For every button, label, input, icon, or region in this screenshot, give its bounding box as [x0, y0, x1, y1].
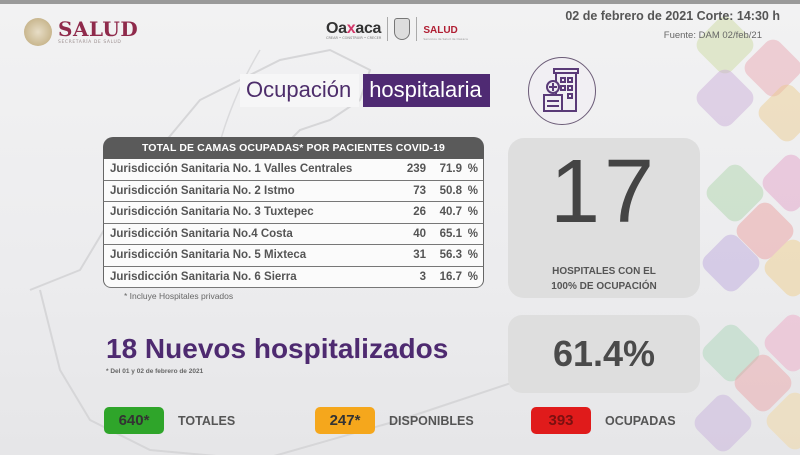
bed-count: 3	[419, 270, 426, 283]
salud-logo: SALUD SECRETARÍA DE SALUD	[24, 18, 138, 46]
page-title: Ocupación hospitalaria	[240, 74, 490, 107]
jurisdiction-name: Jurisdicción Sanitaria No. 6 Sierra	[110, 270, 297, 283]
full-hospitals-label-line1: HOSPITALES CON EL	[552, 266, 656, 277]
table-row: Jurisdicción Sanitaria No. 6 Sierra 3 16…	[103, 266, 484, 288]
partner-salud-word: SALUD	[423, 24, 458, 36]
oaxaca-word-suffix: aca	[355, 20, 382, 37]
oaxaca-word-x: x	[346, 20, 356, 37]
occupied-beds-badge: 393	[531, 407, 591, 434]
occupancy-percent-card: 61.4%	[508, 315, 700, 393]
logo-divider	[416, 17, 418, 41]
partner-salud-subtitle: Servicios de Salud de Oaxaca	[423, 36, 468, 41]
occupied-beds-label: OCUPADAS	[605, 413, 676, 428]
occupancy-percent: 16.7	[439, 270, 462, 283]
table-row: Jurisdicción Sanitaria No. 1 Valles Cent…	[103, 159, 484, 181]
occupancy-table: TOTAL DE CAMAS OCUPADAS* POR PACIENTES C…	[103, 137, 484, 288]
table-header: TOTAL DE CAMAS OCUPADAS* POR PACIENTES C…	[103, 137, 484, 159]
total-beds-badge: 640*	[104, 407, 164, 434]
available-beds-badge: 247*	[315, 407, 375, 434]
table-row: Jurisdicción Sanitaria No.4 Costa 40 65.…	[103, 223, 484, 245]
stat-available: 247* DISPONIBLES	[315, 407, 474, 434]
bed-count: 26	[413, 206, 426, 219]
logo-divider	[387, 17, 389, 41]
occupancy-percent: 71.9	[439, 163, 462, 176]
report-date: 02 de febrero de 2021 Corte: 14:30 h	[565, 9, 780, 23]
data-source: Fuente: DAM 02/feb/21	[663, 30, 762, 41]
top-border	[0, 0, 800, 4]
bed-count: 73	[413, 184, 426, 197]
table-row: Jurisdicción Sanitaria No. 3 Tuxtepec 26…	[103, 202, 484, 224]
bed-count: 31	[413, 249, 426, 262]
table-row: Jurisdicción Sanitaria No. 5 Mixteca 31 …	[103, 245, 484, 267]
oaxaca-tagline: CREAR • CONSTRUIR • CRECER	[326, 36, 382, 40]
percent-symbol: %	[467, 227, 478, 240]
full-hospitals-label-line2: 100% DE OCUPACIÓN	[551, 281, 657, 292]
stat-total: 640* TOTALES	[104, 407, 235, 434]
bed-count: 239	[406, 163, 426, 176]
total-beds-label: TOTALES	[178, 413, 236, 428]
jurisdiction-name: Jurisdicción Sanitaria No. 1 Valles Cent…	[110, 163, 353, 176]
salud-logo-subtitle: SECRETARÍA DE SALUD	[58, 40, 122, 45]
full-hospitals-count: 17	[549, 142, 659, 242]
hospital-building-icon	[528, 57, 596, 125]
available-beds-label: DISPONIBLES	[389, 413, 474, 428]
occupancy-percent: 50.8	[439, 184, 462, 197]
jurisdiction-name: Jurisdicción Sanitaria No.4 Costa	[110, 227, 293, 240]
oaxaca-logo: Oaxaca CREAR • CONSTRUIR • CRECER SALUD …	[326, 17, 468, 41]
decorative-tiles	[690, 12, 800, 455]
jurisdiction-name: Jurisdicción Sanitaria No. 5 Mixteca	[110, 249, 307, 262]
bed-count: 40	[413, 227, 426, 240]
percent-symbol: %	[467, 270, 478, 283]
oaxaca-word: Oaxaca	[326, 20, 381, 37]
national-seal-icon	[24, 18, 52, 46]
percent-symbol: %	[467, 163, 478, 176]
oaxaca-word-prefix: Oa	[326, 20, 347, 37]
full-hospitals-card: 17 HOSPITALES CON EL 100% DE OCUPACIÓN	[508, 138, 700, 298]
percent-symbol: %	[467, 249, 478, 262]
new-hospitalized-note: * Del 01 y 02 de febrero de 2021	[106, 368, 204, 375]
jurisdiction-name: Jurisdicción Sanitaria No. 3 Tuxtepec	[110, 206, 314, 219]
stat-occupied: 393 OCUPADAS	[531, 407, 676, 434]
percent-symbol: %	[467, 206, 478, 219]
table-footnote: * Incluye Hospitales privados	[124, 291, 234, 301]
title-part-2: hospitalaria	[363, 74, 490, 107]
occupancy-percent: 40.7	[439, 206, 462, 219]
new-hospitalized-title: 18 Nuevos hospitalizados	[106, 333, 449, 364]
salud-logo-word: SALUD	[58, 17, 139, 41]
jurisdiction-name: Jurisdicción Sanitaria No. 2 Istmo	[110, 184, 295, 197]
state-shield-icon	[394, 18, 411, 40]
percent-symbol: %	[467, 184, 478, 197]
full-hospitals-label: HOSPITALES CON EL 100% DE OCUPACIÓN	[508, 264, 700, 294]
occupancy-percent: 65.1	[439, 227, 462, 240]
title-part-1: Ocupación	[240, 74, 360, 107]
table-row: Jurisdicción Sanitaria No. 2 Istmo 73 50…	[103, 180, 484, 202]
occupancy-percent: 56.3	[439, 249, 462, 262]
